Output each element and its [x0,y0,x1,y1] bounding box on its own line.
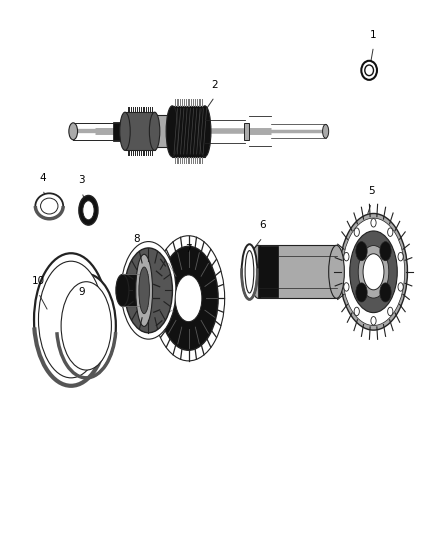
Text: 1: 1 [370,29,377,39]
Ellipse shape [380,241,391,261]
Ellipse shape [159,246,218,350]
Ellipse shape [339,214,407,330]
Ellipse shape [175,275,202,322]
Ellipse shape [152,236,225,361]
Text: 8: 8 [133,233,140,244]
Bar [122,274,148,306]
Bar [258,245,336,298]
Ellipse shape [79,196,98,225]
Ellipse shape [120,112,130,150]
Bar [125,112,155,150]
Text: 9: 9 [78,287,85,297]
Text: 6: 6 [259,221,266,230]
Ellipse shape [251,245,266,298]
Ellipse shape [121,241,176,339]
Ellipse shape [83,201,94,220]
Ellipse shape [371,219,376,227]
Ellipse shape [124,248,173,333]
Ellipse shape [41,198,58,214]
Ellipse shape [69,123,78,140]
Ellipse shape [342,218,405,326]
Ellipse shape [344,253,349,261]
Ellipse shape [116,274,129,306]
Ellipse shape [242,244,257,300]
Ellipse shape [149,112,160,150]
Text: 3: 3 [78,175,85,185]
Text: 2: 2 [212,80,218,90]
Ellipse shape [34,253,108,386]
Ellipse shape [380,283,391,302]
Ellipse shape [245,251,254,293]
Ellipse shape [328,245,344,298]
Ellipse shape [361,61,377,80]
Bar [244,123,250,140]
Ellipse shape [398,282,403,291]
Text: 10: 10 [32,276,45,286]
Ellipse shape [363,254,384,290]
Bar [113,122,125,141]
Ellipse shape [199,106,211,157]
Ellipse shape [61,282,111,370]
Ellipse shape [365,65,374,76]
Ellipse shape [35,193,63,219]
Ellipse shape [39,261,103,378]
Ellipse shape [350,231,397,313]
Ellipse shape [354,228,359,237]
Ellipse shape [356,241,367,261]
Ellipse shape [57,274,116,378]
Bar [172,106,205,157]
Ellipse shape [388,228,393,237]
Ellipse shape [398,253,403,261]
Ellipse shape [322,124,328,138]
Ellipse shape [388,307,393,316]
Ellipse shape [358,246,389,298]
Text: 4: 4 [39,173,46,183]
Text: 7: 7 [185,244,192,254]
Ellipse shape [354,307,359,316]
Text: 5: 5 [368,186,374,196]
Ellipse shape [371,317,376,325]
Ellipse shape [166,106,178,157]
Ellipse shape [139,267,149,314]
Ellipse shape [136,254,152,326]
Bar [258,246,278,297]
Ellipse shape [356,283,367,302]
Bar [155,115,169,147]
Ellipse shape [344,282,349,291]
